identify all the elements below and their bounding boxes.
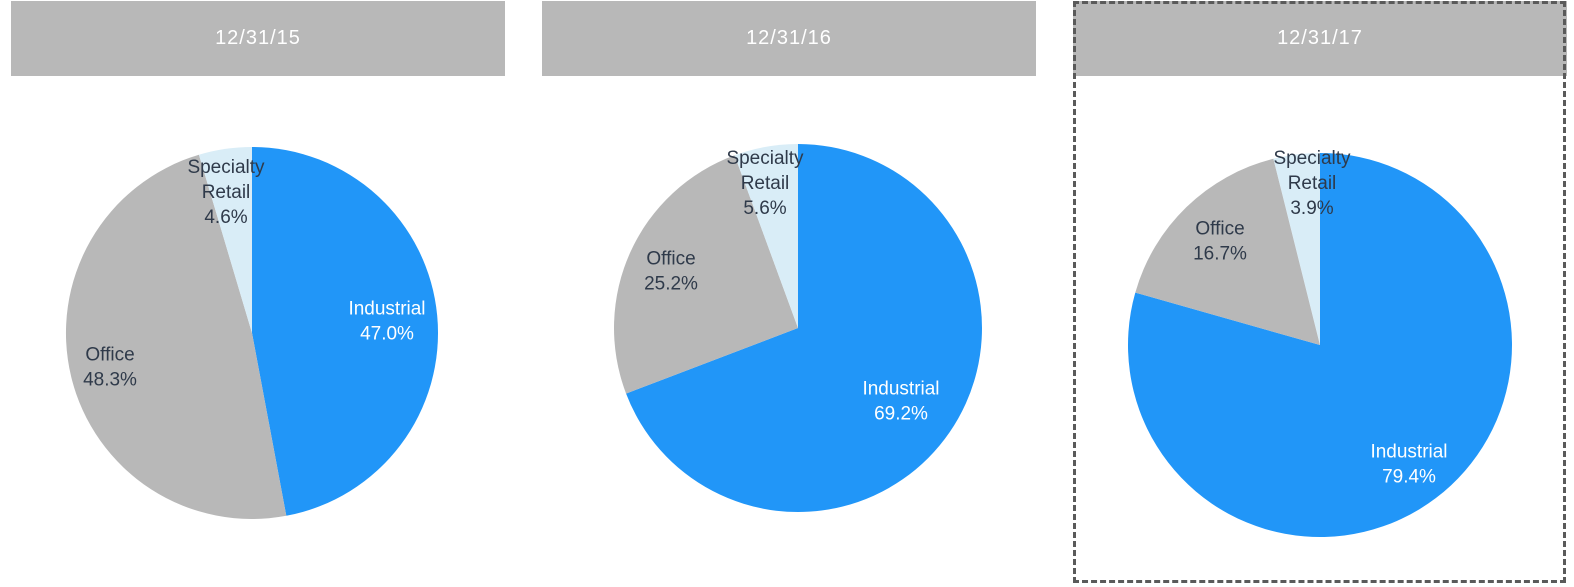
slice-value-label: 3.9% bbox=[1290, 198, 1333, 219]
slice-category-label: Industrial bbox=[348, 299, 425, 320]
pie-panel-2016: 12/31/16 Industrial 69.2% Office 25.2% Speci… bbox=[542, 0, 1036, 587]
pie-panel-2017: 12/31/17 Industrial 79.4% Office 16.7% Speci… bbox=[1073, 0, 1567, 587]
panel-title: 12/31/15 bbox=[11, 1, 505, 76]
slice-value-label: 47.0% bbox=[360, 324, 414, 345]
panel-title: 12/31/17 bbox=[1073, 1, 1567, 76]
slice-value-label: 5.6% bbox=[743, 198, 786, 219]
slice-value-label: 69.2% bbox=[874, 404, 928, 425]
slice-category-label: Office bbox=[85, 345, 134, 366]
slice-label-specialty-retail: Specialty Retail 3.9% bbox=[1273, 148, 1351, 219]
pie-slice-specialty-retail bbox=[734, 144, 798, 328]
pie-slice-industrial bbox=[626, 144, 982, 513]
slice-category-label: Specialty bbox=[1273, 148, 1351, 169]
slice-label-industrial: Industrial 79.4% bbox=[1370, 442, 1447, 488]
pie-slice-office bbox=[1135, 158, 1320, 345]
slice-category-label: Retail bbox=[1288, 173, 1337, 194]
pie-slice-specialty-retail bbox=[198, 147, 252, 333]
slice-value-label: 48.3% bbox=[83, 370, 137, 391]
slice-label-industrial: Industrial 69.2% bbox=[862, 379, 939, 425]
pie-slice-industrial bbox=[1127, 153, 1512, 537]
slice-value-label: 16.7% bbox=[1193, 244, 1247, 265]
pie-slice-industrial bbox=[252, 147, 439, 516]
slice-label-specialty-retail: Specialty Retail 4.6% bbox=[187, 157, 265, 228]
pie-chart-2016: Industrial 69.2% Office 25.2% Specialty Retai… bbox=[613, 144, 982, 513]
slice-category-label: Office bbox=[1195, 219, 1244, 240]
slice-category-label: Retail bbox=[741, 173, 790, 194]
slice-category-label: Office bbox=[646, 249, 695, 270]
slice-category-label: Specialty bbox=[187, 157, 265, 178]
pie-slice-specialty-retail bbox=[1273, 153, 1320, 345]
pie-slice-office bbox=[613, 155, 798, 394]
slice-category-label: Industrial bbox=[1370, 442, 1447, 463]
slice-label-office: Office 48.3% bbox=[83, 345, 137, 391]
slice-label-industrial: Industrial 47.0% bbox=[348, 299, 425, 345]
slice-category-label: Specialty bbox=[726, 148, 804, 169]
pie-chart-2017: Industrial 79.4% Office 16.7% Specialty Retai… bbox=[1127, 148, 1512, 537]
pie-chart-2015: Industrial 47.0% Office 48.3% Specialty Retai… bbox=[65, 147, 439, 520]
slice-category-label: Industrial bbox=[862, 379, 939, 400]
panel-title: 12/31/16 bbox=[542, 1, 1036, 76]
pie-panel-2015: 12/31/15 Industrial 47.0% Office 48.3% Speci… bbox=[11, 0, 505, 587]
slice-value-label: 79.4% bbox=[1382, 467, 1436, 488]
slice-label-office: Office 25.2% bbox=[644, 249, 698, 295]
slice-category-label: Retail bbox=[202, 182, 251, 203]
slice-value-label: 4.6% bbox=[204, 207, 247, 228]
slice-label-specialty-retail: Specialty Retail 5.6% bbox=[726, 148, 804, 219]
slice-label-office: Office 16.7% bbox=[1193, 219, 1247, 265]
slice-value-label: 25.2% bbox=[644, 274, 698, 295]
pie-slice-office bbox=[65, 154, 287, 520]
